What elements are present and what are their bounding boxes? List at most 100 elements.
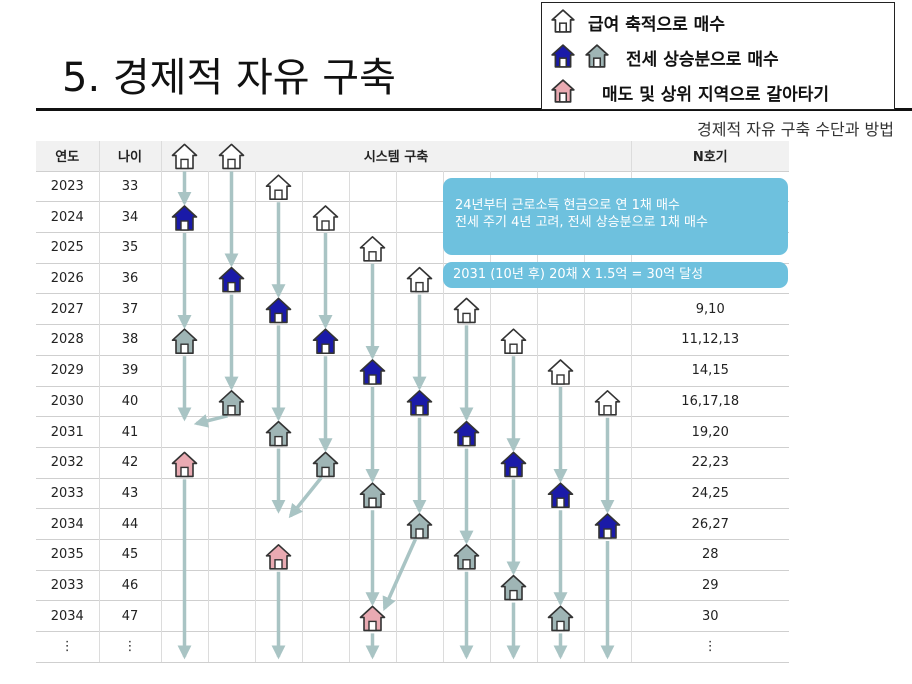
cell-system	[537, 508, 585, 540]
cell-system	[584, 324, 632, 356]
cell-system	[584, 446, 632, 479]
cell-age: 43	[99, 477, 162, 509]
cell-system	[396, 262, 444, 294]
cell-system	[537, 385, 585, 417]
cell-age: 41	[99, 416, 162, 448]
table-row: 2028 38 11,12,13	[36, 324, 789, 356]
cell-system	[537, 324, 585, 356]
cell-age: 46	[99, 569, 162, 601]
header-year: 연도	[36, 141, 100, 172]
cell-system	[208, 262, 256, 294]
cell-system	[584, 385, 632, 417]
cell-system	[255, 385, 303, 417]
cell-system	[255, 569, 303, 601]
cell-system	[302, 600, 350, 632]
table-row: 2035 45 28	[36, 538, 789, 571]
cell-system	[161, 508, 209, 540]
cell-system	[584, 631, 632, 663]
cell-system	[537, 416, 585, 448]
cell-year: 2033	[36, 569, 100, 601]
header-system: 시스템 구축	[161, 141, 632, 172]
cell-nth: 30	[631, 600, 789, 632]
cell-system	[161, 569, 209, 601]
callout-goal: 2031 (10년 후) 20채 X 1.5억 = 30억 달성	[443, 262, 788, 288]
cell-system	[349, 631, 397, 663]
cell-system	[349, 170, 397, 202]
cell-system	[208, 538, 256, 571]
cell-year: 2034	[36, 508, 100, 540]
cell-system	[208, 385, 256, 417]
cell-nth: 26,27	[631, 508, 789, 540]
cell-system	[443, 324, 491, 356]
cell-system	[302, 477, 350, 509]
cell-nth: 22,23	[631, 446, 789, 479]
cell-system	[208, 170, 256, 202]
cell-year: 2026	[36, 262, 100, 294]
header-nth: N호기	[631, 141, 789, 172]
house-pink-icon	[551, 79, 575, 103]
cell-system	[208, 477, 256, 509]
cell-system	[490, 600, 538, 632]
table-row: 2023333	[36, 170, 789, 202]
cell-age: 39	[99, 354, 162, 386]
cell-age: 36	[99, 262, 162, 294]
cell-system	[161, 293, 209, 325]
cell-system	[396, 293, 444, 325]
cell-system	[584, 293, 632, 325]
cell-system	[396, 569, 444, 601]
cell-system	[349, 293, 397, 325]
cell-system	[302, 416, 350, 448]
cell-system	[584, 354, 632, 386]
legend-label-jeonse: 전세 상승분으로 매수	[626, 50, 779, 70]
cell-system	[255, 324, 303, 356]
cell-age: 34	[99, 201, 162, 233]
cell-system	[302, 354, 350, 386]
cell-age: 44	[99, 508, 162, 540]
cell-year: 2032	[36, 446, 100, 479]
page-title: 5. 경제적 자유 구축	[62, 55, 396, 101]
callout-line-jeonse: 전세 주기 4년 고려, 전세 상승분으로 1채 매수	[455, 215, 708, 230]
cell-system	[349, 477, 397, 509]
cell-system	[490, 354, 538, 386]
cell-system	[584, 538, 632, 571]
cell-system	[396, 446, 444, 479]
cell-nth: 19,20	[631, 416, 789, 448]
cell-age: 37	[99, 293, 162, 325]
cell-system	[161, 232, 209, 264]
cell-nth: 29	[631, 569, 789, 601]
cell-system	[208, 508, 256, 540]
legend-item-jeonse: 전세 상승분으로 매수	[542, 40, 894, 72]
cell-system	[490, 416, 538, 448]
cell-year: 2024	[36, 201, 100, 233]
cell-system	[443, 416, 491, 448]
cell-system	[443, 354, 491, 386]
cell-system	[255, 354, 303, 386]
cell-age: 33	[99, 170, 162, 202]
table-header-row: 연도 나이 시스템 구축 N호기	[36, 141, 789, 172]
house-blue-icon	[551, 44, 575, 68]
cell-system	[161, 600, 209, 632]
legend-label-sell: 매도 및 상위 지역으로 갈아타기	[602, 85, 829, 105]
cell-system	[255, 262, 303, 294]
cell-year: 2023	[36, 170, 100, 202]
cell-system	[161, 631, 209, 663]
legend-label-salary: 급여 축적으로 매수	[588, 15, 725, 35]
cell-system	[255, 631, 303, 663]
cell-system	[161, 354, 209, 386]
cell-system	[349, 354, 397, 386]
cell-system	[349, 446, 397, 479]
cell-system	[584, 569, 632, 601]
cell-year: 2031	[36, 416, 100, 448]
cell-system	[208, 324, 256, 356]
cell-system	[349, 232, 397, 264]
cell-system	[349, 201, 397, 233]
cell-system	[302, 232, 350, 264]
cell-system	[349, 600, 397, 632]
cell-system	[584, 508, 632, 540]
cell-age: 45	[99, 538, 162, 571]
table-row: 2032 42 22,23	[36, 446, 789, 479]
cell-system	[349, 538, 397, 571]
table-row: 2033 46 29	[36, 569, 789, 601]
cell-system	[349, 416, 397, 448]
cell-system	[396, 324, 444, 356]
